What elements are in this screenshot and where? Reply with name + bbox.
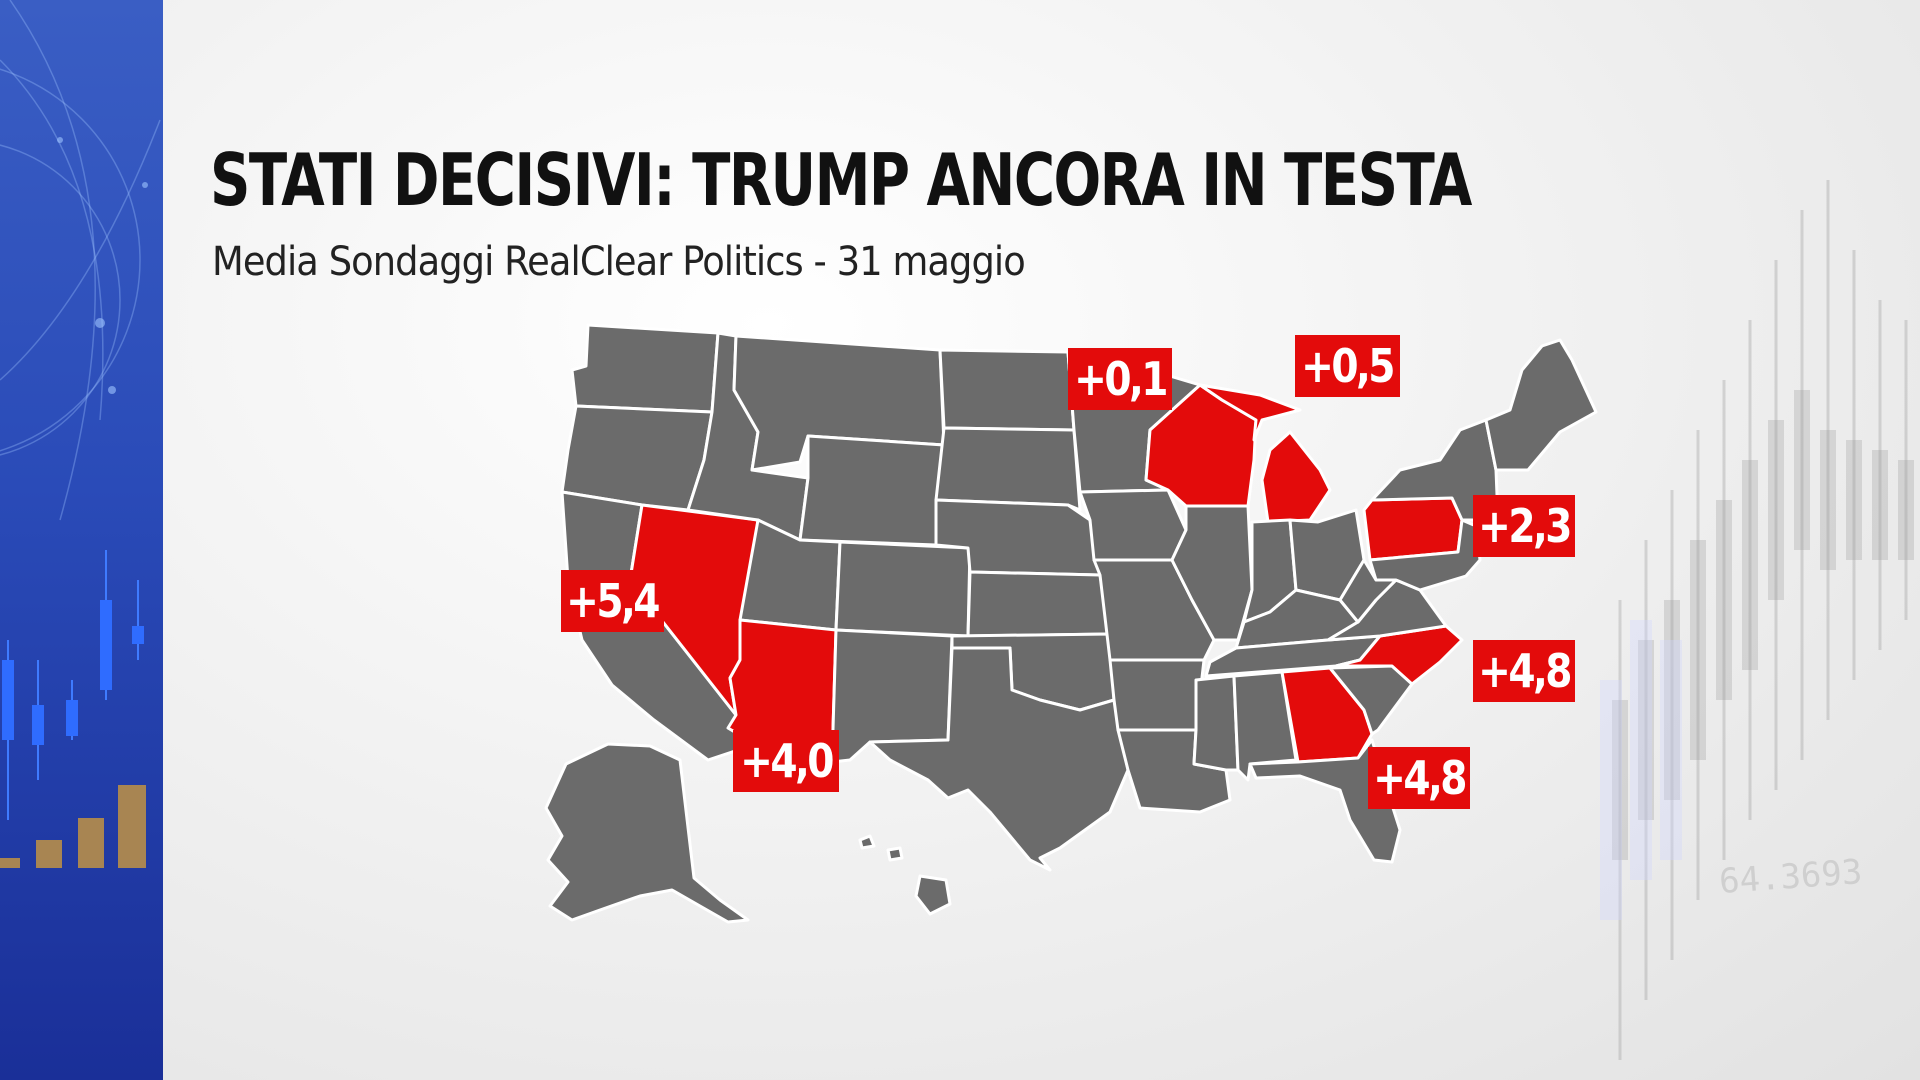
state-south-dakota [934, 426, 1082, 512]
state-michigan [1198, 383, 1332, 524]
state-wyoming [798, 434, 946, 547]
margin-badge-michigan: +0,5 [1295, 335, 1400, 397]
margin-badge-georgia: +4,8 [1368, 747, 1470, 809]
margin-value-north-carolina: +4,8 [1478, 644, 1572, 698]
margin-badge-arizona: +4,0 [733, 730, 839, 792]
state-washington [570, 323, 720, 414]
state-mississippi [1192, 674, 1240, 772]
margin-value-wisconsin: +0,1 [1074, 352, 1168, 406]
margin-badge-wisconsin: +0,1 [1068, 348, 1172, 410]
state-alaska [544, 742, 750, 924]
state-hawaii [858, 834, 952, 916]
margin-value-nevada: +5,4 [566, 574, 661, 628]
state-north-dakota [938, 348, 1076, 432]
state-florida [1248, 738, 1402, 864]
margin-value-michigan: +0,5 [1301, 339, 1396, 393]
state-north-carolina [1334, 624, 1464, 686]
margin-badge-pennsylvania: +2,3 [1473, 495, 1575, 557]
state-iowa [1078, 488, 1188, 562]
state-colorado [834, 540, 972, 638]
state-texas [868, 646, 1130, 872]
state-mid-atlantic [1368, 518, 1482, 592]
side-decoration-panel [0, 0, 163, 1080]
margin-value-pennsylvania: +2,3 [1478, 499, 1572, 553]
state-new-england [1484, 338, 1598, 472]
page-title: STATI DECISIVI: TRUMP ANCORA IN TESTA [210, 138, 1472, 222]
margin-badge-nevada: +5,4 [561, 570, 664, 632]
background-ticker-text: 64.3693 [1718, 852, 1864, 902]
margin-value-georgia: +4,8 [1373, 751, 1467, 805]
margin-value-arizona: +4,0 [740, 734, 834, 788]
state-pennsylvania [1362, 496, 1464, 562]
margin-badge-north-carolina: +4,8 [1473, 640, 1575, 702]
page-subtitle: Media Sondaggi RealClear Politics - 31 m… [212, 239, 1026, 285]
state-arkansas [1108, 658, 1206, 732]
background-chart-decoration: 64.3693 [1600, 180, 1914, 1060]
state-kansas [966, 570, 1112, 638]
state-illinois [1170, 504, 1254, 642]
